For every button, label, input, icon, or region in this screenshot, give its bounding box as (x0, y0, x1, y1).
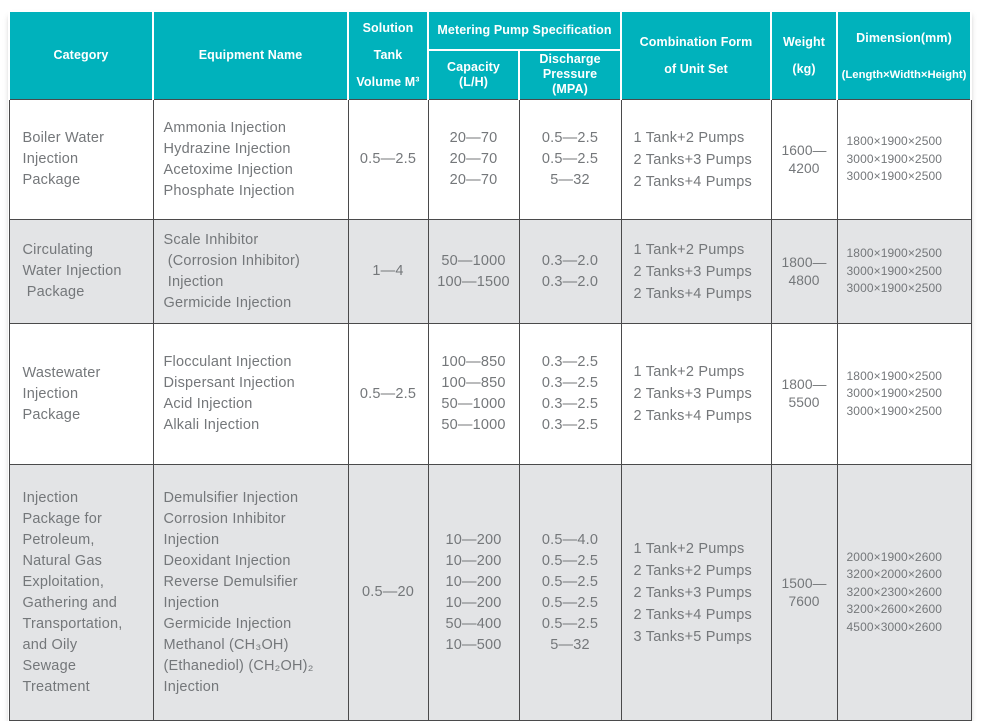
header-equipment-name: Equipment Name (152, 10, 349, 100)
category-cell: Injection Package for Petroleum, Natural… (8, 464, 154, 721)
discharge-pressure-cell: 0.5—2.5 0.5—2.5 5—32 (518, 99, 622, 220)
weight-cell: 1800— 4800 (770, 219, 838, 324)
header-dimension-lwh: (Length×Width×Height) (841, 69, 967, 81)
header-dimension-unit: Dimension(mm) (856, 31, 952, 45)
header-capacity: Capacity (L/H) (427, 48, 520, 100)
weight-cell: 1500— 7600 (770, 464, 838, 721)
spec-table: Category Equipment Name Solution Tank Vo… (8, 10, 973, 721)
header-combination-form: Combination Form of Unit Set (620, 10, 773, 100)
equipment-cell: Ammonia Injection Hydrazine Injection Ac… (152, 99, 349, 220)
equipment-cell: Flocculant Injection Dispersant Injectio… (152, 323, 349, 465)
dimension-cell: 1800×1900×2500 3000×1900×2500 3000×1900×… (836, 99, 972, 220)
category-cell: Wastewater Injection Package (8, 323, 154, 465)
dimension-cell: 2000×1900×2600 3200×2000×2600 3200×2300×… (836, 464, 972, 721)
capacity-cell: 10—200 10—200 10—200 10—200 50—400 10—50… (427, 464, 520, 721)
table-row-boiler-water: Boiler Water Injection Package Ammonia I… (8, 99, 972, 220)
discharge-pressure-cell: 0.5—4.0 0.5—2.5 0.5—2.5 0.5—2.5 0.5—2.5 … (518, 464, 622, 721)
spec-table-container: Category Equipment Name Solution Tank Vo… (8, 10, 973, 721)
combination-cell: 1 Tank+2 Pumps 2 Tanks+2 Pumps 2 Tanks+3… (620, 464, 772, 721)
header-metering-pump-specification: Metering Pump Specification (426, 10, 623, 51)
header-category: Category (8, 10, 154, 100)
weight-cell: 1800— 5500 (770, 323, 838, 465)
equipment-cell: Demulsifier Injection Corrosion Inhibito… (152, 464, 349, 721)
table-row-petroleum-injection: Injection Package for Petroleum, Natural… (8, 464, 972, 721)
table-body: Boiler Water Injection Package Ammonia I… (8, 99, 972, 721)
capacity-cell: 50—1000 100—1500 (427, 219, 520, 324)
discharge-pressure-cell: 0.3—2.5 0.3—2.5 0.3—2.5 0.3—2.5 (518, 323, 622, 465)
table-header: Category Equipment Name Solution Tank Vo… (8, 10, 973, 100)
combination-cell: 1 Tank+2 Pumps 2 Tanks+3 Pumps 2 Tanks+4… (620, 99, 772, 220)
category-cell: Circulating Water Injection Package (8, 219, 154, 324)
table-row-wastewater: Wastewater Injection Package Flocculant … (8, 323, 972, 465)
header-weight: Weight (kg) (770, 10, 839, 100)
table-row-circulating-water: Circulating Water Injection Package Scal… (8, 219, 972, 324)
category-cell: Boiler Water Injection Package (8, 99, 154, 220)
header-dimension: Dimension(mm) (Length×Width×Height) (836, 10, 973, 100)
tank-volume-cell: 0.5—20 (347, 464, 429, 721)
tank-volume-cell: 0.5—2.5 (347, 323, 429, 465)
tank-volume-cell: 0.5—2.5 (347, 99, 429, 220)
tank-volume-cell: 1—4 (347, 219, 429, 324)
dimension-cell: 1800×1900×2500 3000×1900×2500 3000×1900×… (836, 323, 972, 465)
combination-cell: 1 Tank+2 Pumps 2 Tanks+3 Pumps 2 Tanks+4… (620, 219, 772, 324)
header-solution-tank-volume: Solution Tank Volume M³ (347, 10, 429, 100)
dimension-cell: 1800×1900×2500 3000×1900×2500 3000×1900×… (836, 219, 972, 324)
capacity-cell: 100—850 100—850 50—1000 50—1000 (427, 323, 520, 465)
combination-cell: 1 Tank+2 Pumps 2 Tanks+3 Pumps 2 Tanks+4… (620, 323, 772, 465)
capacity-cell: 20—70 20—70 20—70 (427, 99, 520, 220)
discharge-pressure-cell: 0.3—2.0 0.3—2.0 (518, 219, 622, 324)
weight-cell: 1600— 4200 (770, 99, 838, 220)
header-discharge-pressure: Discharge Pressure (MPA) (517, 48, 623, 100)
equipment-cell: Scale Inhibitor (Corrosion Inhibitor) In… (152, 219, 349, 324)
